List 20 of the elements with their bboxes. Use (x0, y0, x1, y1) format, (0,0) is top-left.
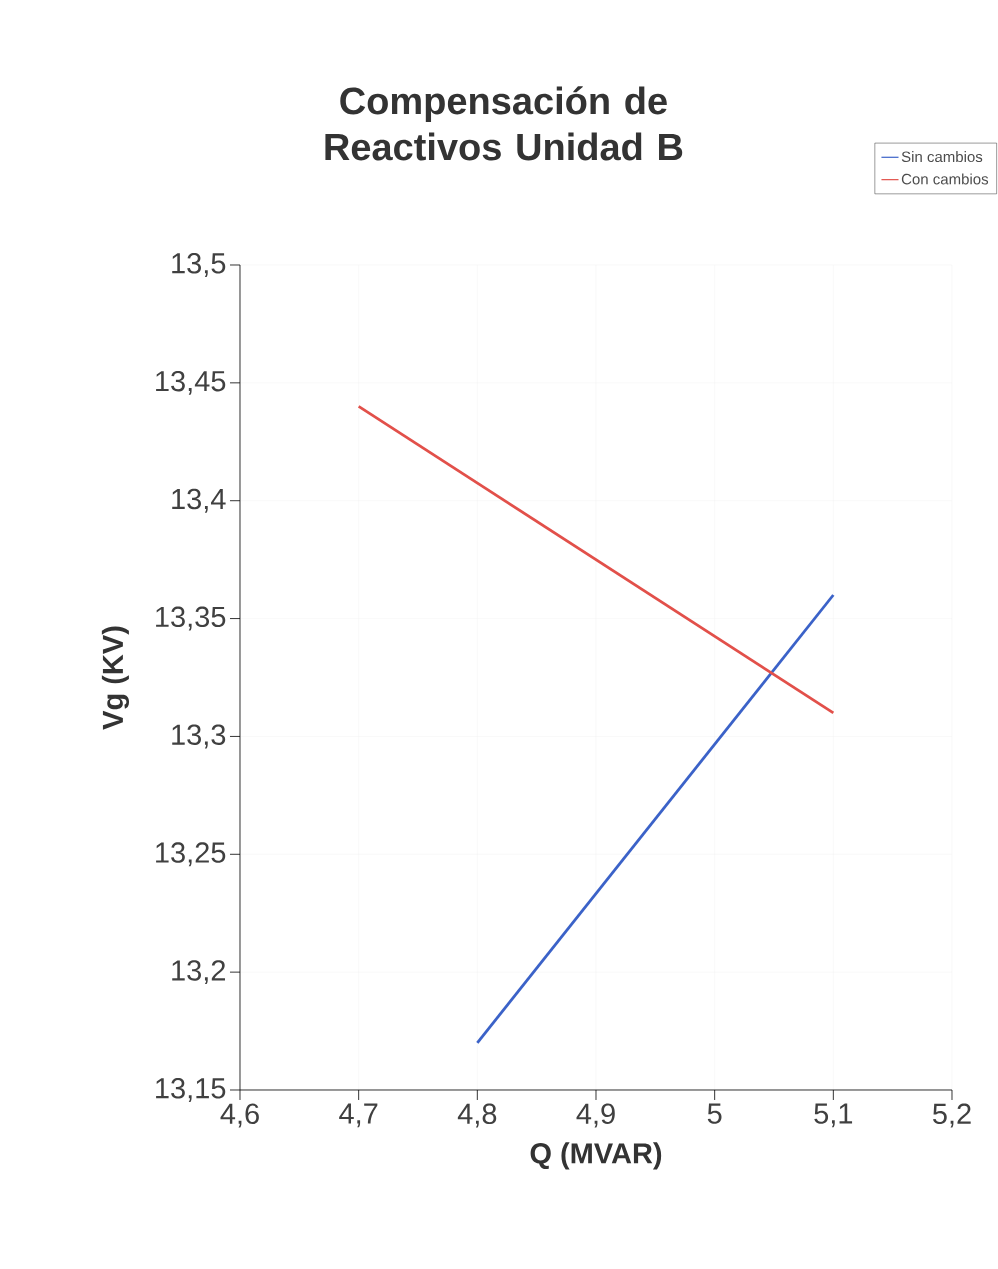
x-tick-label: 4,6 (220, 1103, 259, 1128)
x-tick-label: 5,2 (933, 1103, 971, 1128)
x-tick-label: 5,1 (814, 1103, 853, 1128)
y-tick-label: 13,3 (172, 724, 226, 749)
y-tick-label: 13,15 (156, 1078, 226, 1102)
y-tick-label: 13,5 (172, 253, 226, 277)
x-axis-title: Q (MVAR) (530, 1142, 662, 1170)
x-tick-label: 4,8 (457, 1103, 497, 1128)
legend-label: Sin cambios (901, 151, 983, 163)
y-tick-label: 13,45 (156, 370, 226, 395)
y-tick-label: 13,4 (172, 488, 226, 513)
legend-label: Con cambios (901, 173, 989, 185)
y-tick-label: 13,25 (156, 842, 226, 867)
x-tick-label: 5 (707, 1103, 722, 1124)
chart-title: Compensación de Reactivos Unidad B (325, 86, 683, 161)
x-tick-label: 4,7 (339, 1103, 378, 1128)
y-tick-label: 13,2 (172, 960, 225, 985)
y-tick-label: 13,35 (156, 606, 226, 631)
y-axis-title: Vg (KV) (101, 626, 130, 730)
x-tick-label: 4,9 (576, 1103, 615, 1128)
